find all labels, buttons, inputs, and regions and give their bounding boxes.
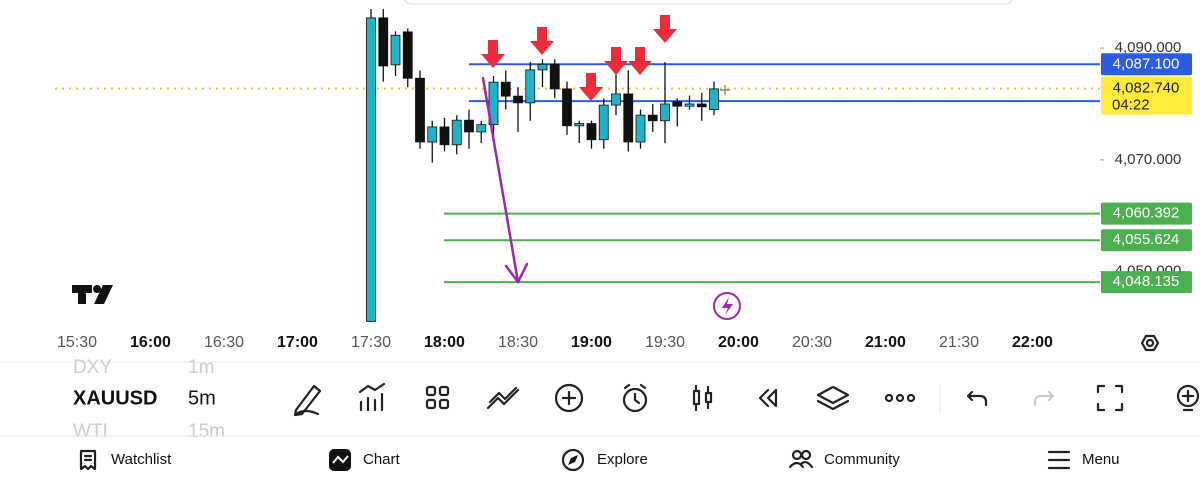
y-tick-label: 4,090.000 xyxy=(1115,39,1182,56)
symbol[interactable]: XAUUSD xyxy=(73,387,157,409)
candle-body xyxy=(464,119,474,133)
x-tick-label: 22:00 xyxy=(1012,334,1053,351)
crosshair xyxy=(720,85,730,95)
last-price-box xyxy=(1101,76,1192,115)
prev-interval[interactable]: 1m xyxy=(188,357,214,378)
x-tick-label: 21:00 xyxy=(865,334,906,351)
candle-body xyxy=(402,31,413,79)
candle-body xyxy=(696,103,707,108)
next-interval[interactable]: 15m xyxy=(188,421,225,442)
candle-body xyxy=(415,77,425,143)
x-tick-label: 18:00 xyxy=(424,334,465,351)
last-price-label: 4,082.740 xyxy=(1113,80,1180,97)
x-tick-label: 17:00 xyxy=(277,334,318,351)
x-tick-label: 19:00 xyxy=(571,334,612,351)
level-label-box xyxy=(1101,229,1192,252)
candle-body xyxy=(500,81,511,97)
candle-body xyxy=(647,114,658,122)
trend-arrow xyxy=(481,76,529,284)
candle-body xyxy=(574,123,585,127)
candle-body xyxy=(439,126,450,146)
candle-body xyxy=(378,17,389,67)
lightning-button[interactable] xyxy=(713,292,741,320)
nav-menu[interactable]: Menu xyxy=(1082,451,1120,468)
x-tick-label: 16:30 xyxy=(204,334,244,351)
nav-chart[interactable]: Chart xyxy=(363,451,401,468)
candle-body xyxy=(390,34,401,66)
nav-watchlist[interactable]: Watchlist xyxy=(111,451,172,468)
candle-body xyxy=(598,104,609,141)
candle-body xyxy=(451,119,462,146)
nav-explore[interactable]: Explore xyxy=(597,451,648,468)
level-label-box xyxy=(1101,271,1192,294)
candle-body xyxy=(427,126,438,143)
annotation-arrows xyxy=(481,15,677,101)
countdown: 04:22 xyxy=(1112,97,1150,114)
level-label: 4,055.624 xyxy=(1113,231,1180,248)
candle-body xyxy=(623,93,634,143)
next-symbol[interactable]: WTI xyxy=(73,421,108,442)
candle-body xyxy=(537,63,548,71)
x-tick-label: 15:30 xyxy=(57,334,97,351)
tv-logo xyxy=(72,285,113,304)
interval[interactable]: 5m xyxy=(188,387,216,409)
candle-body xyxy=(635,114,646,143)
x-tick-label: 20:00 xyxy=(718,334,759,351)
x-tick-label: 21:30 xyxy=(939,334,979,351)
nav-icons[interactable] xyxy=(79,448,1071,472)
candle-body xyxy=(488,81,499,126)
candle-body xyxy=(476,124,487,133)
level-label: 4,087.100 xyxy=(1113,55,1180,72)
x-tick-label: 18:30 xyxy=(498,334,538,351)
x-tick-label: 16:00 xyxy=(130,334,171,351)
candle-body xyxy=(525,69,536,104)
candle-body xyxy=(366,17,376,322)
nav-community[interactable]: Community xyxy=(824,451,900,468)
x-tick-label: 17:30 xyxy=(351,334,391,351)
candle-body xyxy=(586,123,597,141)
level-label: 4,048.135 xyxy=(1113,273,1180,290)
candle-body xyxy=(672,101,683,107)
candle-body xyxy=(611,93,621,106)
level-label-box xyxy=(1101,53,1192,76)
candle-body xyxy=(549,63,560,90)
x-tick-label: 19:30 xyxy=(645,334,685,351)
level-label-box xyxy=(1101,202,1192,225)
candle-body xyxy=(660,103,670,122)
candle-body xyxy=(684,103,695,107)
toolbar-icons[interactable] xyxy=(293,382,1200,417)
x-tick-label: 20:30 xyxy=(792,334,832,351)
top-panel-edge xyxy=(404,0,1013,5)
settings-button[interactable] xyxy=(1140,334,1160,352)
axes: 4,050.0004,070.0004,090.00015:3016:0016:… xyxy=(57,39,1192,351)
level-label: 4,060.392 xyxy=(1113,205,1180,222)
plot xyxy=(55,8,1100,322)
candle-body xyxy=(562,88,572,127)
candle-body xyxy=(513,95,523,104)
y-tick-label: 4,070.000 xyxy=(1115,151,1182,168)
candle-body xyxy=(709,88,719,110)
prev-symbol[interactable]: DXY xyxy=(73,357,112,378)
